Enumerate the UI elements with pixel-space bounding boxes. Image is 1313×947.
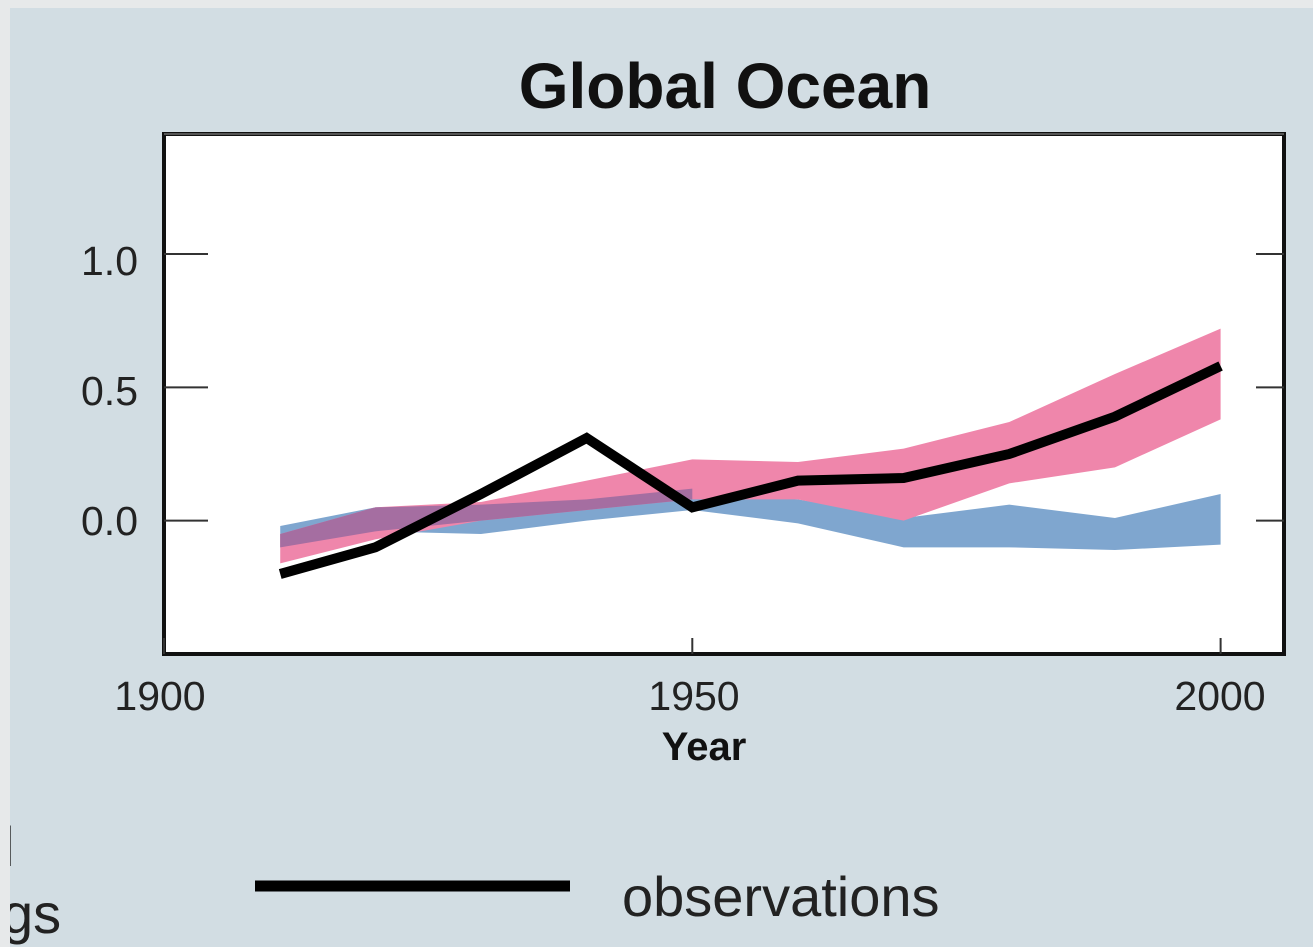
- cut-off-legend-text-2: gs: [10, 882, 61, 945]
- chart-panel: Global Ocean 1900 1950 2000 1.0 0.5 0.0 …: [10, 8, 1313, 947]
- band-overlap: [280, 488, 693, 548]
- y-tick-label-0-5: 0.5: [81, 368, 138, 414]
- y-tick-label-1-0: 1.0: [81, 238, 138, 284]
- y-tick-label-0-0: 0.0: [81, 498, 138, 544]
- x-tick-label-1900: 1900: [114, 673, 205, 719]
- tick-layer: [163, 253, 1284, 654]
- x-tick-label-2000: 2000: [1174, 673, 1265, 719]
- x-axis-label: Year: [662, 725, 747, 769]
- legend-observations-label: observations: [622, 865, 940, 928]
- chart-title: Global Ocean: [519, 50, 932, 122]
- band-layer: [280, 328, 1221, 564]
- observations-line: [278, 361, 1223, 579]
- chart: Global Ocean 1900 1950 2000 1.0 0.5 0.0 …: [10, 50, 1286, 945]
- line-layer: [278, 361, 1223, 579]
- x-tick-label-1950: 1950: [648, 673, 739, 719]
- cut-off-legend-text-1: l: [10, 815, 14, 878]
